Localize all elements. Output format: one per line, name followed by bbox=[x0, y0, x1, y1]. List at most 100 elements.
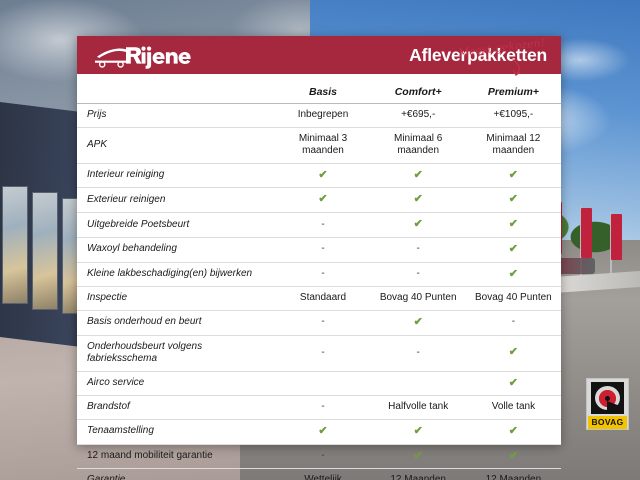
bovag-badge: BOVAG bbox=[586, 378, 629, 430]
row-label: Interieur reiniging bbox=[77, 163, 276, 189]
window bbox=[2, 186, 28, 304]
cell-premium: Volle tank bbox=[465, 395, 561, 420]
row-label: Waxoyl behandeling bbox=[77, 237, 276, 263]
dash-marker: - bbox=[321, 401, 325, 413]
cell-premium: ✔ bbox=[465, 262, 561, 288]
cell-comfort: ✔ bbox=[370, 444, 466, 470]
window bbox=[32, 192, 58, 310]
check-icon: ✔ bbox=[318, 168, 328, 181]
cell-basis: - bbox=[275, 395, 371, 420]
row-label: 12 maand mobiliteit garantie bbox=[77, 444, 276, 470]
cell-premium: ✔ bbox=[465, 237, 561, 263]
table-row: Airco service ✔ bbox=[77, 371, 561, 397]
table-row: Tenaamstelling ✔ ✔ ✔ bbox=[77, 419, 561, 445]
banner-flag bbox=[581, 208, 592, 258]
cell-basis: ✔ bbox=[275, 187, 371, 213]
cell-basis: - bbox=[275, 212, 371, 238]
table-row: Prijs Inbegrepen +€695,- +€1095,- bbox=[77, 103, 561, 128]
check-icon: ✔ bbox=[508, 218, 518, 230]
table-row: 12 maand mobiliteit garantie - ✔ ✔ bbox=[77, 444, 561, 470]
cell-basis: ✔ bbox=[275, 163, 371, 189]
column-header-premium: Premium+ bbox=[465, 74, 561, 104]
cell-basis: Inbegrepen bbox=[275, 103, 371, 128]
row-label: Kleine lakbeschadiging(en) bijwerken bbox=[77, 262, 276, 288]
table-row: Inspectie Standaard Bovag 40 Punten Bovag 4… bbox=[77, 286, 561, 311]
dash-marker: - bbox=[321, 218, 325, 230]
check-icon: ✔ bbox=[413, 168, 423, 181]
cell-premium: ✔ bbox=[465, 419, 561, 445]
check-icon: ✔ bbox=[508, 193, 518, 206]
row-label: Airco service bbox=[77, 371, 276, 397]
row-label: Brandstof bbox=[77, 395, 276, 420]
cell-premium: ✔ bbox=[465, 444, 561, 470]
table-row: Basis onderhoud en beurt - ✔ - bbox=[77, 310, 561, 336]
cell-premium: - bbox=[465, 310, 561, 336]
bovag-emblem-tail bbox=[607, 401, 620, 410]
dash-marker: - bbox=[321, 450, 325, 462]
reijnen-logo bbox=[93, 40, 197, 70]
check-icon: ✔ bbox=[413, 218, 423, 230]
column-header-basis: Basis bbox=[275, 74, 371, 104]
table-row: Kleine lakbeschadiging(en) bijwerken - - ✔ bbox=[77, 262, 561, 288]
car-icon bbox=[95, 46, 191, 69]
cell-comfort: ✔ bbox=[370, 310, 466, 336]
cell-comfort: - bbox=[370, 335, 466, 372]
dash-marker: - bbox=[416, 268, 420, 280]
cell-basis: ✔ bbox=[275, 419, 371, 445]
cell-basis: Wettelijk bbox=[304, 474, 342, 480]
bovag-label: BOVAG bbox=[588, 416, 627, 429]
card-header: Afleverpakketten bbox=[77, 36, 561, 74]
row-label: Exterieur reinigen bbox=[77, 187, 276, 213]
cell-premium: +€1095,- bbox=[465, 103, 561, 128]
table-row: Exterieur reinigen ✔ ✔ ✔ bbox=[77, 187, 561, 213]
row-label: Onderhoudsbeurt volgens fabrieksschema bbox=[77, 335, 276, 372]
check-icon: ✔ bbox=[508, 242, 518, 255]
cell-comfort: 12 Maanden bbox=[390, 474, 446, 480]
row-label: Inspectie bbox=[77, 286, 276, 311]
cell-comfort: +€695,- bbox=[370, 103, 466, 128]
row-label: APK bbox=[77, 127, 276, 164]
check-icon: ✔ bbox=[318, 193, 328, 206]
column-header-comfort: Comfort+ bbox=[370, 74, 466, 104]
row-label: Tenaamstelling bbox=[77, 419, 276, 445]
cell-basis: - bbox=[275, 262, 371, 288]
cell-comfort: ✔ bbox=[370, 187, 466, 213]
cell-comfort: ✔ bbox=[370, 163, 466, 189]
dash-marker: - bbox=[416, 346, 420, 358]
table-row: Brandstof - Halfvolle tank Volle tank bbox=[77, 395, 561, 420]
cell-basis bbox=[275, 371, 371, 397]
check-icon: ✔ bbox=[508, 376, 518, 389]
cell-premium: ✔ bbox=[465, 335, 561, 372]
table-row: APK Minimaal 3 maanden Minimaal 6 maanden M… bbox=[77, 127, 561, 164]
table-row: Interieur reiniging ✔ ✔ ✔ bbox=[77, 163, 561, 189]
cell-comfort: - bbox=[370, 237, 466, 263]
cell-basis: - bbox=[275, 237, 371, 263]
cell-premium: 12 Maanden bbox=[485, 474, 542, 480]
dash-marker: - bbox=[416, 243, 420, 255]
page-title: Afleverpakketten bbox=[409, 44, 547, 65]
table-row: Garantie Wettelijk 12 Maanden 12 Maanden bbox=[77, 469, 561, 480]
check-icon: ✔ bbox=[413, 315, 423, 328]
check-icon: ✔ bbox=[508, 168, 518, 181]
banner-flag bbox=[611, 214, 622, 260]
bovag-emblem-icon bbox=[591, 382, 624, 414]
dash-marker: - bbox=[511, 316, 516, 328]
check-icon: ✔ bbox=[413, 449, 423, 462]
dash-marker: - bbox=[321, 268, 325, 280]
dash-marker: - bbox=[321, 316, 325, 328]
row-label: Uitgebreide Poetsbeurt bbox=[77, 212, 276, 238]
cell-premium: Minimaal 12 maanden bbox=[465, 127, 561, 164]
row-label: Prijs bbox=[77, 103, 276, 128]
cell-premium: Bovag 40 Punten bbox=[465, 286, 561, 311]
check-icon: ✔ bbox=[508, 346, 518, 359]
cell-comfort: Halfvolle tank bbox=[370, 395, 466, 420]
cell-comfort: Bovag 40 Punten bbox=[370, 286, 466, 311]
check-icon: ✔ bbox=[508, 267, 518, 280]
cell-basis: Minimaal 3 maanden bbox=[275, 127, 371, 164]
cell-comfort: Minimaal 6 maanden bbox=[370, 127, 466, 164]
cell-comfort bbox=[370, 371, 466, 397]
cell-basis: Standaard bbox=[275, 286, 371, 311]
cell-premium: ✔ bbox=[465, 187, 561, 213]
check-icon: ✔ bbox=[318, 424, 328, 437]
cell-basis: - bbox=[275, 310, 371, 336]
